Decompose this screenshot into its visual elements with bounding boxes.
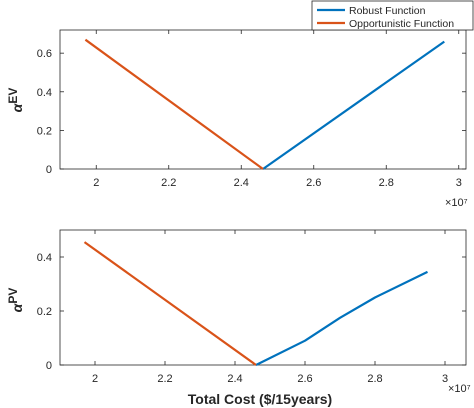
plot-ev-xtick-label: 3 [456, 177, 462, 189]
plot-ev-xtick-label: 2.8 [379, 177, 394, 189]
plot-pv-xlabel: Total Cost ($/15years) [188, 391, 332, 407]
plot-pv-ylabel-symbol: α [9, 302, 25, 312]
plot-pv-ylabel-sub: PV [6, 288, 20, 304]
legend-label: Opportunistic Function [349, 18, 454, 30]
plot-pv-marks: 2 2.2 2.4 2.6 2.8 3 0 0.2 0.4 [37, 230, 466, 385]
plot-ev-ylabel-symbol: α [9, 102, 25, 112]
plot-pv-xtick-label: 2 [92, 373, 98, 385]
plot-pv-xtick-label: 3 [442, 373, 448, 385]
legend-label: Robust Function [349, 5, 426, 17]
plot-ev-ylabel-sub: EV [6, 88, 20, 104]
plot-ev-ylabel: αEV [6, 88, 25, 113]
plot-pv-xtick-label: 2.8 [367, 373, 382, 385]
plot-ev-marks: 2 2.2 2.4 2.6 2.8 3 0 0.2 0.4 0.6 [37, 30, 466, 189]
legend-box [311, 0, 474, 31]
plot-ev-ytick-label: 0.6 [37, 48, 52, 60]
plot-pv-ylabel: αPV [6, 288, 25, 313]
plot-ev-xtick-label: 2.4 [234, 177, 249, 189]
plot-pv-series-opportunistic-function [83, 241, 257, 366]
plot-ev-xtick-label: 2 [93, 177, 99, 189]
plot-pv-series-robust-function [255, 270, 428, 366]
plot-ev-ytick-label: 0 [46, 164, 52, 176]
plot-pv-xtick-label: 2.2 [157, 373, 172, 385]
plot-pv-ytick-label: 0 [46, 360, 52, 372]
plot-pv-ytick-label: 0.4 [37, 252, 52, 264]
plot-ev-axes-box [59, 29, 467, 170]
plot-ev-x-exponent: ×10⁷ [445, 197, 468, 209]
plot-pv-axes-box [59, 229, 467, 366]
plot-ev-ytick-label: 0.2 [37, 125, 52, 137]
plot-ev: 2 2.2 2.4 2.6 2.8 3 0 0.2 0.4 0.6 αEV ×10⁷ [6, 29, 468, 209]
plot-pv: 2 2.2 2.4 2.6 2.8 3 0 0.2 0.4 αPV ×10⁷ Total Cos… [6, 229, 471, 407]
plot-ev-xtick-label: 2.2 [161, 177, 176, 189]
plot-pv-ytick-label: 0.2 [37, 306, 52, 318]
plot-ev-series-opportunistic-function [84, 38, 264, 170]
plot-ev-xtick-label: 2.6 [306, 177, 321, 189]
plot-pv-xtick-label: 2.4 [227, 373, 242, 385]
plot-ev-ytick-label: 0.4 [37, 87, 52, 99]
plot-pv-xtick-label: 2.6 [297, 373, 312, 385]
plot-ev-series-robust-function [262, 40, 445, 170]
plot-pv-x-exponent: ×10⁷ [448, 383, 471, 395]
